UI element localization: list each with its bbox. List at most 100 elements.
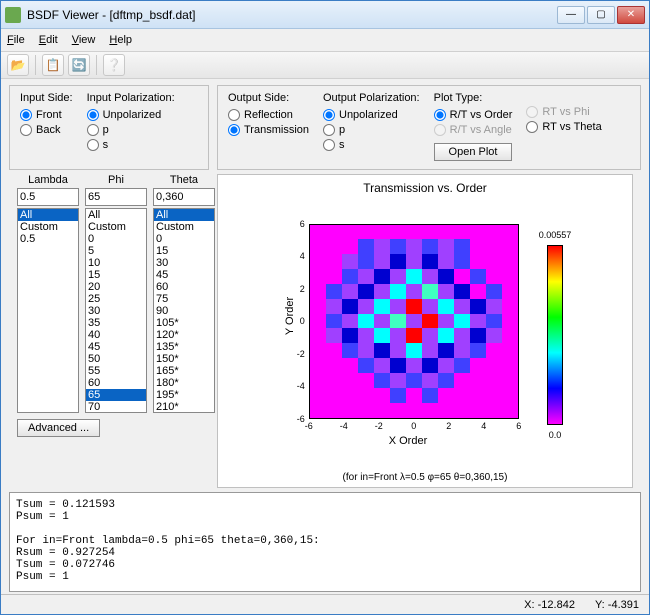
list-item[interactable]: 45	[154, 269, 214, 281]
menu-view[interactable]: View	[72, 34, 96, 46]
list-item[interactable]: 50	[86, 353, 146, 365]
list-item[interactable]: 10	[86, 257, 146, 269]
status-y-label: Y:	[595, 599, 605, 611]
maximize-button[interactable]: ▢	[587, 6, 615, 24]
list-item[interactable]: 30	[86, 305, 146, 317]
menu-help[interactable]: Help	[109, 34, 132, 46]
list-item[interactable]: 70	[86, 401, 146, 413]
minimize-button[interactable]: —	[557, 6, 585, 24]
phi-col: Phi AllCustom051015202530354045505560657…	[85, 174, 147, 413]
list-item[interactable]: 75	[154, 293, 214, 305]
list-item[interactable]: 60	[154, 281, 214, 293]
radio-pt-c: RT vs Phi	[526, 106, 601, 118]
phi-input[interactable]	[85, 188, 147, 206]
list-item[interactable]: 60	[86, 377, 146, 389]
list-item[interactable]: 5	[86, 245, 146, 257]
list-item[interactable]: All	[18, 209, 78, 221]
list-item[interactable]: 135*	[154, 341, 214, 353]
list-item[interactable]: 165*	[154, 365, 214, 377]
close-button[interactable]: ✕	[617, 6, 645, 24]
list-item[interactable]: 15	[86, 269, 146, 281]
open-plot-button[interactable]: Open Plot	[434, 143, 513, 161]
status-y: -4.391	[608, 599, 639, 611]
refresh-icon[interactable]: 🔄	[68, 54, 90, 76]
toolbar-separator	[35, 55, 36, 75]
input-group: Input Side: Front Back Input Polarizatio…	[9, 85, 209, 170]
list-item[interactable]: Custom	[18, 221, 78, 233]
list-item[interactable]: 0.5	[18, 233, 78, 245]
list-item[interactable]: 30	[154, 257, 214, 269]
console-output[interactable]: Tsum = 0.121593 Psum = 1 For in=Front la…	[9, 492, 641, 592]
list-item[interactable]: 15	[154, 245, 214, 257]
radio-outpol-s[interactable]: s	[323, 139, 420, 151]
list-item[interactable]: All	[154, 209, 214, 221]
app-window: BSDF Viewer - [dftmp_bsdf.dat] — ▢ ✕ Fil…	[0, 0, 650, 615]
menubar: File Edit View Help	[1, 29, 649, 51]
menu-edit[interactable]: Edit	[39, 34, 58, 46]
list-item[interactable]: 105*	[154, 317, 214, 329]
input-pol-label: Input Polarization:	[87, 92, 175, 104]
output-pol-label: Output Polarization:	[323, 92, 420, 104]
statusbar: X: -12.842 Y: -4.391	[1, 594, 649, 614]
menu-file[interactable]: File	[7, 34, 25, 46]
phi-listbox[interactable]: AllCustom0510152025303540455055606570	[85, 208, 147, 413]
status-x: -12.842	[538, 599, 575, 611]
list-item[interactable]: 180*	[154, 377, 214, 389]
window-title: BSDF Viewer - [dftmp_bsdf.dat]	[27, 8, 557, 22]
radio-outpol-un[interactable]: Unpolarized	[323, 109, 420, 121]
copy-icon[interactable]: 📋	[42, 54, 64, 76]
help-icon[interactable]: ❔	[103, 54, 125, 76]
list-item[interactable]: 20	[86, 281, 146, 293]
plot-subtitle: (for in=Front λ=0.5 φ=65 θ=0,360,15)	[218, 472, 632, 487]
lambda-input[interactable]	[17, 188, 79, 206]
list-item[interactable]: 40	[86, 329, 146, 341]
plot-area: Transmission vs. Order Y Order 6420-2-4-…	[217, 174, 633, 488]
heatmap	[309, 224, 519, 419]
list-item[interactable]: 120*	[154, 329, 214, 341]
advanced-button[interactable]: Advanced ...	[17, 419, 100, 437]
radio-input-front[interactable]: Front	[20, 109, 73, 121]
list-item[interactable]: Custom	[154, 221, 214, 233]
list-item[interactable]: 25	[86, 293, 146, 305]
list-item[interactable]: All	[86, 209, 146, 221]
list-item[interactable]: 65	[86, 389, 146, 401]
plot-type-label: Plot Type:	[434, 92, 513, 104]
colorbar-max: 0.00557	[539, 230, 572, 240]
lambda-header: Lambda	[17, 174, 79, 186]
plot-title: Transmission vs. Order	[218, 175, 632, 197]
status-x-label: X:	[524, 599, 534, 611]
list-item[interactable]: 0	[86, 233, 146, 245]
titlebar: BSDF Viewer - [dftmp_bsdf.dat] — ▢ ✕	[1, 1, 649, 29]
list-item[interactable]: 90	[154, 305, 214, 317]
theta-col: Theta AllCustom0153045607590105*120*135*…	[153, 174, 215, 413]
list-item[interactable]: 150*	[154, 353, 214, 365]
radio-pt-a[interactable]: R/T vs Order	[434, 109, 513, 121]
list-item[interactable]: 195*	[154, 389, 214, 401]
toolbar-separator	[96, 55, 97, 75]
radio-outpol-p[interactable]: p	[323, 124, 420, 136]
radio-out-trans[interactable]: Transmission	[228, 124, 309, 136]
list-item[interactable]: 210*	[154, 401, 214, 413]
radio-pt-b: R/T vs Angle	[434, 124, 513, 136]
colorbar-min: 0.0	[549, 430, 562, 440]
radio-out-refl[interactable]: Reflection	[228, 109, 309, 121]
lambda-listbox[interactable]: AllCustom0.5	[17, 208, 79, 413]
plot-xlabel: X Order	[389, 435, 428, 447]
radio-inpol-s[interactable]: s	[87, 139, 175, 151]
colorbar-gradient	[547, 245, 563, 425]
radio-inpol-un[interactable]: Unpolarized	[87, 109, 175, 121]
lambda-col: Lambda AllCustom0.5	[17, 174, 79, 413]
theta-input[interactable]	[153, 188, 215, 206]
list-item[interactable]: 55	[86, 365, 146, 377]
phi-header: Phi	[85, 174, 147, 186]
theta-listbox[interactable]: AllCustom0153045607590105*120*135*150*16…	[153, 208, 215, 413]
open-icon[interactable]: 📂	[7, 54, 29, 76]
radio-pt-d[interactable]: RT vs Theta	[526, 121, 601, 133]
list-item[interactable]: 35	[86, 317, 146, 329]
output-side-label: Output Side:	[228, 92, 309, 104]
list-item[interactable]: 0	[154, 233, 214, 245]
radio-input-back[interactable]: Back	[20, 124, 73, 136]
radio-inpol-p[interactable]: p	[87, 124, 175, 136]
list-item[interactable]: 45	[86, 341, 146, 353]
list-item[interactable]: Custom	[86, 221, 146, 233]
